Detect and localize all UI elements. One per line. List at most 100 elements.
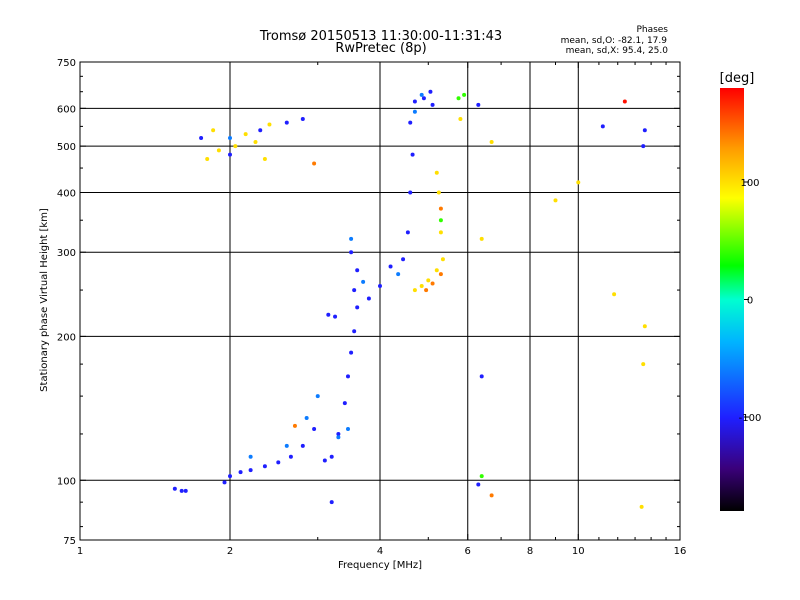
data-point [345, 427, 350, 432]
data-point [408, 120, 413, 125]
x-tick-label: 16 [674, 546, 687, 557]
y-tick-label: 100 [57, 476, 76, 487]
y-tick-label: 500 [57, 142, 76, 153]
data-point [388, 264, 393, 269]
data-point [612, 292, 617, 297]
x-tick-label: 6 [465, 546, 471, 557]
data-point [228, 474, 232, 479]
data-point [262, 157, 267, 162]
data-point [366, 296, 371, 301]
data-point [267, 122, 272, 127]
data-point [434, 170, 439, 175]
data-point [476, 102, 481, 107]
stats-box: Phases mean, sd,O: -82.1, 17.9 mean, sd,… [561, 25, 669, 56]
data-point [479, 374, 484, 379]
data-point [355, 268, 360, 273]
data-point [642, 324, 647, 329]
chart-title: Tromsø 20150513 11:30:00-11:31:43 [259, 29, 502, 44]
colorbar-tick-label: -100 [739, 413, 762, 424]
data-point [172, 486, 177, 491]
data-point [553, 198, 558, 203]
data-point [421, 96, 426, 101]
data-point [262, 464, 267, 469]
data-point [352, 288, 357, 293]
stats-line-x: mean, sd,X: 95.4, 25.0 [566, 46, 669, 56]
x-tick-label: 10 [572, 546, 585, 557]
data-point [205, 157, 210, 162]
chart-subtitle: RwPretec (8p) [335, 41, 426, 56]
data-point [458, 116, 463, 121]
data-point [211, 128, 216, 133]
data-point [349, 350, 354, 355]
y-tick-label: 75 [63, 536, 76, 547]
data-point [426, 278, 431, 283]
data-point [248, 468, 253, 473]
data-point [284, 443, 289, 448]
data-point [292, 423, 297, 428]
colorbar-label: [deg] [720, 71, 755, 86]
data-point [361, 279, 366, 284]
data-point [412, 288, 417, 293]
data-point [438, 272, 443, 277]
data-point [238, 470, 243, 475]
x-axis-label: Frequency [MHz] [338, 560, 422, 571]
data-point [434, 268, 439, 273]
data-point [183, 488, 188, 493]
colorbar-tick-label: 0 [747, 296, 753, 307]
data-point [345, 374, 350, 379]
data-point [489, 493, 494, 498]
data-point [216, 148, 221, 153]
data-point [641, 144, 646, 149]
data-point [315, 394, 320, 399]
data-point [248, 454, 253, 459]
stats-header: Phases [636, 25, 668, 35]
data-point [641, 362, 646, 367]
data-point [342, 401, 347, 406]
data-point [300, 116, 305, 121]
data-point [258, 128, 263, 133]
data-point [401, 257, 406, 262]
x-tick-label: 8 [527, 546, 533, 557]
axis-ticks [79, 61, 681, 541]
data-point [479, 474, 484, 479]
grid-lines [80, 62, 680, 540]
y-axis-label: Stationary phase Virtual Height [km] [39, 208, 50, 392]
data-point [253, 140, 258, 145]
data-point [228, 152, 232, 157]
data-point [284, 120, 289, 125]
data-point [349, 236, 354, 241]
data-point [436, 190, 441, 195]
x-tick-label: 1 [77, 546, 83, 557]
data-point [378, 283, 382, 288]
data-point [276, 460, 281, 465]
data-point [222, 480, 227, 485]
data-point [462, 92, 467, 97]
data-point [410, 152, 415, 157]
data-point [412, 109, 417, 114]
data-point [576, 180, 581, 185]
data-point [428, 89, 433, 94]
data-point [419, 283, 424, 288]
data-point [304, 415, 309, 420]
data-point [430, 102, 435, 107]
y-tick-labels: 75 100 200 300 400 500 600 750 [57, 58, 76, 547]
data-point [336, 431, 341, 436]
data-point [333, 314, 338, 319]
colorbar-tick-label: 100 [740, 178, 759, 189]
data-point [440, 257, 445, 262]
data-point [438, 230, 443, 235]
x-tick-label: 2 [227, 546, 233, 557]
data-point [476, 482, 481, 487]
colorbar: [deg] 100 0 -100 [720, 71, 762, 511]
data-point [489, 140, 494, 145]
data-point [642, 128, 647, 133]
colorbar-ticks: 100 0 -100 [739, 178, 762, 424]
stats-line-o: mean, sd,O: -82.1, 17.9 [561, 36, 668, 46]
y-tick-label: 200 [57, 332, 76, 343]
data-point [336, 435, 341, 440]
data-point [438, 206, 443, 211]
data-point [243, 132, 248, 137]
data-point [412, 99, 417, 104]
data-point [405, 230, 410, 235]
